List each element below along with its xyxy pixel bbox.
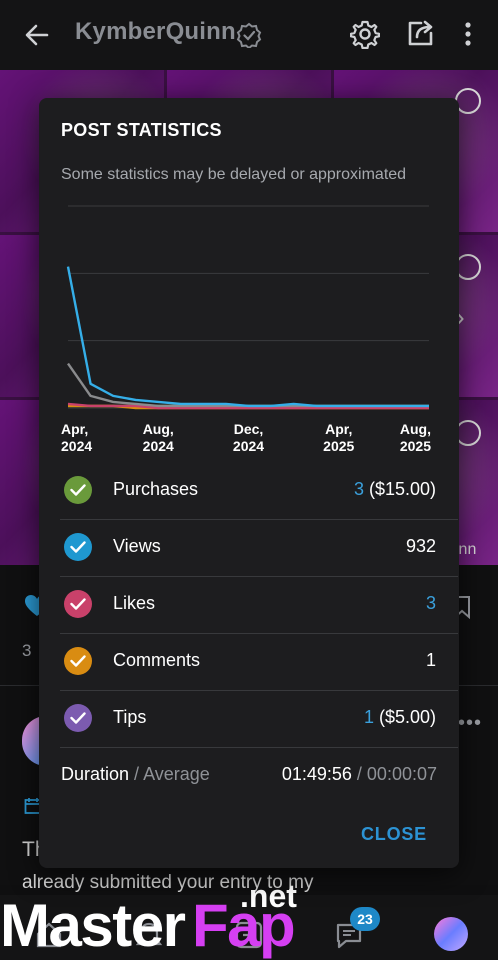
chart-x-tick-label: Aug, bbox=[143, 421, 174, 437]
close-button[interactable]: CLOSE bbox=[360, 824, 427, 844]
stat-value: 1 bbox=[426, 650, 436, 671]
stat-value-primary[interactable]: 3 bbox=[425, 593, 436, 613]
duration-average: 00:00:07 bbox=[366, 764, 437, 784]
messages-badge: 23 bbox=[350, 907, 380, 931]
stat-value-primary: 1 bbox=[425, 650, 436, 670]
duration-sub-label: Average bbox=[143, 764, 210, 784]
profile-avatar[interactable] bbox=[434, 917, 468, 951]
bottom-nav bbox=[0, 895, 498, 960]
duration-value-separator: / bbox=[351, 764, 367, 784]
stat-label: Likes bbox=[113, 593, 156, 613]
stat-value-secondary: ($15.00) bbox=[363, 479, 436, 499]
duration-separator: / bbox=[129, 764, 144, 784]
stat-row-likes: Likes 3 bbox=[60, 576, 458, 634]
check-icon bbox=[64, 590, 92, 618]
check-icon bbox=[64, 704, 92, 732]
verified-icon bbox=[236, 22, 262, 48]
watermark-fap: Fap bbox=[192, 892, 296, 959]
chart-x-tick-label: 2025 bbox=[323, 438, 354, 454]
chart-x-tick-label: 2024 bbox=[143, 438, 174, 454]
stat-value-primary[interactable]: 1 bbox=[363, 707, 374, 727]
stat-row-tips: Tips 1 ($5.00) bbox=[60, 690, 458, 748]
stat-label: Tips bbox=[113, 707, 147, 727]
chart-x-tick-label: 2024 bbox=[61, 438, 92, 454]
chart-x-tick-label: 2025 bbox=[400, 438, 431, 454]
more-horizontal-icon: ••• bbox=[458, 712, 483, 734]
duration-label: Duration / Average bbox=[61, 764, 210, 785]
stat-row-comments: Comments 1 bbox=[60, 633, 458, 691]
top-bar: KymberQuinn bbox=[0, 0, 498, 70]
background-name-fragment: inn bbox=[455, 541, 477, 558]
dialog-title: POST STATISTICS bbox=[61, 120, 222, 140]
watermark-net: .net bbox=[240, 878, 297, 914]
stat-value: 3 bbox=[426, 593, 436, 614]
stat-value-primary[interactable]: 3 bbox=[353, 479, 364, 499]
chart-x-tick-label: 2024 bbox=[233, 438, 264, 454]
stats-chart: Apr, 2024 Aug, 2024 Dec, 2024 Apr, 2025 Aug, 2025 bbox=[61, 198, 441, 458]
notifications-icon[interactable] bbox=[134, 920, 164, 950]
post-statistics-dialog: POST STATISTICS Some statistics may be d… bbox=[39, 98, 459, 868]
stat-value: 1 ($5.00) bbox=[364, 707, 436, 728]
watermark: Master Fap .net bbox=[0, 878, 330, 960]
gear-icon[interactable] bbox=[350, 19, 380, 49]
stat-value-secondary: ($5.00) bbox=[373, 707, 436, 727]
profile-name[interactable]: KymberQuinn bbox=[75, 18, 236, 45]
stat-row-views: Views 932 bbox=[60, 519, 458, 577]
duration-total: 01:49:56 bbox=[281, 764, 352, 784]
more-vertical-icon[interactable] bbox=[458, 19, 478, 49]
duration-value: 01:49:56 / 00:00:07 bbox=[282, 764, 437, 785]
stat-value: 932 bbox=[406, 536, 436, 557]
chart-x-tick-label: Apr, bbox=[325, 421, 352, 437]
duration-title: Duration bbox=[61, 764, 130, 784]
chart-x-tick-label: Dec, bbox=[234, 421, 264, 437]
stat-label: Comments bbox=[113, 650, 201, 670]
check-icon bbox=[64, 476, 92, 504]
stat-value: 3 ($15.00) bbox=[354, 479, 436, 500]
chart-series-line bbox=[66, 266, 429, 408]
stat-label: Purchases bbox=[113, 479, 199, 499]
check-icon bbox=[64, 533, 92, 561]
back-arrow-icon[interactable] bbox=[22, 20, 52, 50]
check-icon bbox=[64, 647, 92, 675]
stat-row-purchases: Purchases 3 ($15.00) bbox=[60, 462, 458, 520]
home-icon[interactable] bbox=[34, 920, 64, 950]
chart-series-line bbox=[67, 402, 429, 410]
add-post-icon[interactable] bbox=[234, 920, 264, 950]
share-icon[interactable] bbox=[405, 18, 435, 48]
likes-count: 3 bbox=[22, 641, 32, 660]
stat-label: Views bbox=[113, 536, 161, 556]
post-text-line: already submitted your entry to my bbox=[22, 872, 314, 893]
chart-x-tick-label: Aug, bbox=[400, 421, 431, 437]
dialog-subtitle: Some statistics may be delayed or approx… bbox=[61, 166, 407, 183]
chart-series-line bbox=[67, 362, 429, 408]
stat-value-primary: 932 bbox=[405, 536, 436, 556]
chevron-right-icon: › bbox=[456, 302, 465, 332]
chart-x-tick-label: Apr, bbox=[61, 421, 88, 437]
watermark-master: Master bbox=[0, 892, 186, 959]
